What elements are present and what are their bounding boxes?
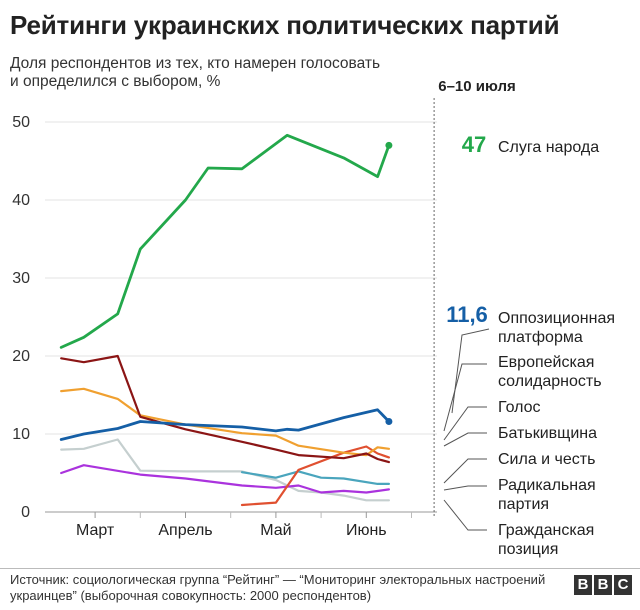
label-leader-line [443, 432, 487, 447]
logo-letter: B [574, 575, 592, 595]
series-endpoint [385, 141, 393, 149]
chart-subtitle: Доля респондентов из тех, кто намерен го… [10, 55, 381, 90]
label-leaders [443, 328, 490, 531]
label-leader-line [443, 458, 487, 484]
series-line [59, 408, 391, 441]
series-label-line: солидарность [498, 373, 602, 390]
y-tick-label: 20 [12, 348, 30, 365]
series-label-line: позиция [498, 541, 558, 558]
y-tick-label: 10 [12, 426, 30, 443]
series-label: Оппозиционная платформа [498, 310, 615, 346]
logo-letter: B [594, 575, 612, 595]
final-value-label: 11,6 [446, 302, 488, 327]
bbc-logo: B B C [574, 575, 632, 595]
y-tick-label: 40 [12, 192, 30, 209]
label-leader-line [443, 406, 487, 441]
x-tick-label: Март [76, 522, 115, 539]
gridlines [45, 121, 437, 513]
series-label: Гражданская позиция [498, 522, 594, 558]
axes: 0 10 20 30 40 50 Март Апрель Май Июнь [12, 114, 412, 539]
series-lines [59, 133, 393, 507]
label-leader-line [443, 499, 487, 531]
label-leader-line [451, 328, 490, 414]
series-endpoint [385, 418, 393, 426]
source-note: Источник: социологическая группа “Рейтин… [10, 572, 546, 603]
logo-letter: C [614, 575, 632, 595]
y-tick-label: 0 [21, 504, 30, 521]
series-line [240, 470, 390, 485]
series-line [59, 133, 391, 349]
series-label: Сила и честь [498, 451, 595, 468]
series-label-line: Гражданская [498, 522, 594, 539]
series-label: Слуга народа [498, 139, 599, 156]
label-leader-line [443, 363, 487, 432]
series-labels: 47 11,6 Слуга народа Оппозиционная платформа… [446, 132, 615, 558]
series-label: Голос [498, 399, 541, 416]
series-label: Батькивщина [498, 425, 597, 442]
period-label: 6–10 июля [438, 78, 515, 95]
final-value-label: 47 [462, 132, 486, 157]
line-chart: 6–10 июля 47 11,6 Слуга народа Оппозиционна… [12, 78, 615, 558]
y-tick-label: 50 [12, 114, 30, 131]
series-line [60, 354, 390, 464]
period-marker: 6–10 июля [433, 78, 516, 516]
series-line [60, 387, 390, 457]
x-tick-label: Апрель [158, 522, 212, 539]
footer-divider [0, 568, 640, 569]
series-label-line: Радикальная [498, 477, 596, 494]
series-line [60, 464, 390, 494]
x-tick-label: Июнь [346, 522, 387, 539]
series-label: Радикальная партия [498, 477, 596, 513]
chart-title: Рейтинги украинских политических партий [10, 10, 560, 40]
series-label-line: Оппозиционная [498, 310, 615, 327]
series-label: Европейская солидарность [498, 354, 602, 390]
series-label-line: платформа [498, 329, 583, 346]
series-label-line: Европейская [498, 354, 594, 371]
series-label-line: партия [498, 496, 549, 513]
y-tick-label: 30 [12, 270, 30, 287]
label-leader-line [443, 485, 487, 491]
x-tick-label: Май [260, 522, 291, 539]
